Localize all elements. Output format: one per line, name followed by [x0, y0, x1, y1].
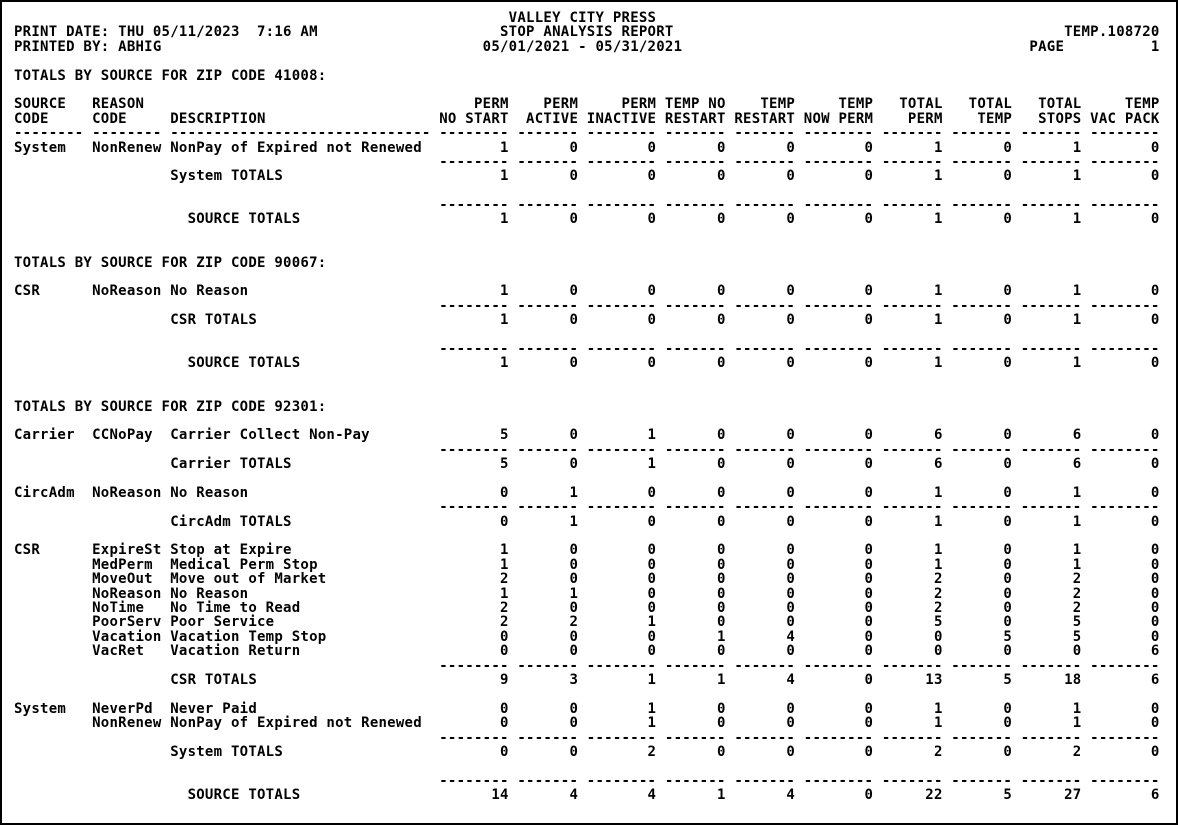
data-row: NoReason No Reason 1 1 0 0 0 0 2 0 2 0: [14, 585, 1160, 602]
blank-line: [14, 759, 1176, 773]
data-row: MedPerm Medical Perm Stop 1 0 0 0 0 0 1 …: [14, 556, 1160, 573]
source-totals-row: SOURCE TOTALS 1 0 0 0 0 0 1 0 1 0: [14, 211, 1160, 228]
separator-line: -------- ------- -------- ------- ------…: [14, 297, 1160, 314]
data-row: CSR ExpireSt Stop at Expire 1 0 0 0 0 0 …: [14, 542, 1160, 559]
report-header-line: PRINTED BY: ABHIG 05/01/2021 - 05/31/202…: [14, 38, 1160, 55]
data-row: VacRet Vacation Return 0 0 0 0 0 0 0 0 0…: [14, 643, 1160, 660]
section-heading: TOTALS BY SOURCE FOR ZIP CODE 92301:: [14, 398, 327, 415]
report-company-line: VALLEY CITY PRESS: [14, 10, 1160, 26]
data-row: PoorServ Poor Service 2 2 1 0 0 0 5 0 5 …: [14, 614, 1160, 631]
blank-line: [14, 83, 1176, 97]
data-row: CircAdm NoReason No Reason 0 1 0 0 0 0 1…: [14, 484, 1160, 501]
group-totals-row: System TOTALS 0 0 2 0 0 0 2 0 2 0: [14, 743, 1160, 760]
group-totals-row: CSR TOTALS 1 0 0 0 0 0 1 0 1 0: [14, 312, 1160, 329]
blank-line: [14, 472, 1176, 486]
group-totals-row: CSR TOTALS 9 3 1 1 4 0 13 5 18 6: [14, 671, 1160, 688]
blank-line: [14, 328, 1176, 342]
source-totals-row: SOURCE TOTALS 1 0 0 0 0 0 1 0 1 0: [14, 355, 1160, 372]
report-header-line: PRINT DATE: THU 05/11/2023 7:16 AM STOP …: [14, 24, 1160, 41]
data-row: CSR NoReason No Reason 1 0 0 0 0 0 1 0 1…: [14, 283, 1160, 300]
blank-line: [14, 371, 1176, 385]
separator-line: -------- -------- ----------------------…: [14, 125, 1160, 142]
data-row: System NeverPd Never Paid 0 0 1 0 0 0 1 …: [14, 700, 1160, 717]
separator-line: -------- ------- -------- ------- ------…: [14, 153, 1160, 170]
section-heading: TOTALS BY SOURCE FOR ZIP CODE 41008:: [14, 67, 327, 84]
blank-line: [14, 529, 1176, 543]
separator-line: -------- ------- -------- ------- ------…: [14, 499, 1160, 516]
column-header-line: CODE CODE DESCRIPTION NO START ACTIVE IN…: [14, 110, 1160, 127]
group-totals-row: Carrier TOTALS 5 0 1 0 0 0 6 0 6 0: [14, 456, 1160, 473]
separator-line: -------- ------- -------- ------- ------…: [14, 441, 1160, 458]
blank-line: [14, 270, 1176, 284]
section-heading: TOTALS BY SOURCE FOR ZIP CODE 90067:: [14, 254, 327, 271]
separator-line: -------- ------- -------- ------- ------…: [14, 340, 1160, 357]
data-row: NoTime No Time to Read 2 0 0 0 0 0 2 0 2…: [14, 600, 1160, 617]
separator-line: -------- ------- -------- ------- ------…: [14, 657, 1160, 674]
separator-line: -------- ------- -------- ------- ------…: [14, 197, 1160, 214]
data-row: NonRenew NonPay of Expired not Renewed 0…: [14, 715, 1160, 732]
column-header-line: SOURCE REASON PERM PERM PERM TEMP NO TEM…: [14, 96, 1160, 113]
blank-line: [14, 385, 1176, 399]
blank-line: [14, 414, 1176, 428]
blank-line: [14, 184, 1176, 198]
blank-line: [14, 241, 1176, 255]
data-row: Vacation Vacation Temp Stop 0 0 0 1 4 0 …: [14, 628, 1160, 645]
blank-line: [14, 687, 1176, 701]
separator-line: -------- ------- -------- ------- ------…: [14, 772, 1160, 789]
data-row: MoveOut Move out of Market 2 0 0 0 0 0 2…: [14, 571, 1160, 588]
data-row: System NonRenew NonPay of Expired not Re…: [14, 139, 1160, 156]
group-totals-row: System TOTALS 1 0 0 0 0 0 1 0 1 0: [14, 168, 1160, 185]
blank-line: [14, 54, 1176, 68]
group-totals-row: CircAdm TOTALS 0 1 0 0 0 0 1 0 1 0: [14, 513, 1160, 530]
data-row: Carrier CCNoPay Carrier Collect Non-Pay …: [14, 427, 1160, 444]
blank-line: [14, 227, 1176, 241]
source-totals-row: SOURCE TOTALS 14 4 4 1 4 0 22 5 27 6: [14, 787, 1160, 804]
separator-line: -------- ------- -------- ------- ------…: [14, 729, 1160, 746]
